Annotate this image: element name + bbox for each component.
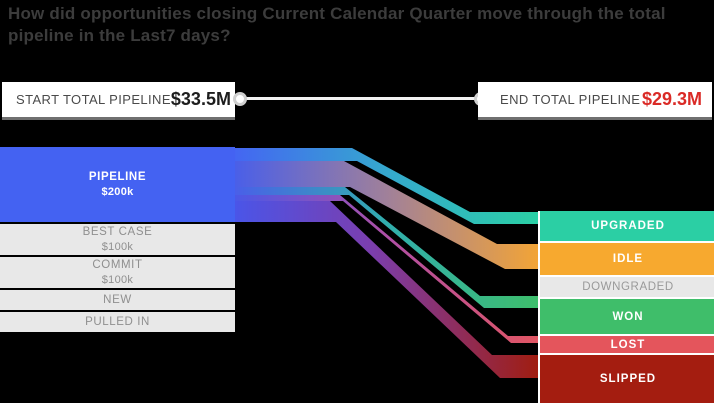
- node-best-case[interactable]: BEST CASE $100k: [0, 224, 235, 255]
- node-pipeline[interactable]: PIPELINE $200k: [0, 147, 235, 222]
- end-card-value: $29.3M: [641, 89, 702, 109]
- flow-pipeline-to-slipped[interactable]: [235, 201, 538, 378]
- node-downgraded[interactable]: DOWNGRADED: [540, 277, 714, 297]
- node-pipeline-label: PIPELINE: [88, 171, 147, 183]
- node-pulled-in-label: PULLED IN: [85, 316, 150, 328]
- start-total-pipeline-card: START TOTAL PIPELINE $33.5M: [2, 82, 235, 117]
- start-card-value: $33.5M: [170, 89, 231, 109]
- node-slipped[interactable]: SLIPPED: [540, 355, 714, 403]
- end-card-label: END TOTAL PIPELINE: [500, 92, 641, 107]
- flow-pipeline-to-idle[interactable]: [235, 161, 538, 269]
- node-commit[interactable]: COMMIT $100k: [0, 257, 235, 288]
- pipeline-connector-line: [240, 97, 478, 100]
- node-pulled-in[interactable]: PULLED IN: [0, 312, 235, 332]
- node-idle[interactable]: IDLE: [540, 243, 714, 275]
- connector-start-ring-icon: [233, 92, 247, 106]
- node-lost[interactable]: LOST: [540, 336, 714, 353]
- chart-title: How did opportunities closing Current Ca…: [8, 4, 666, 45]
- node-new-label: NEW: [103, 294, 132, 306]
- node-new[interactable]: NEW: [0, 290, 235, 310]
- node-best-case-value: $100k: [101, 241, 134, 253]
- flow-pipeline-to-upgraded[interactable]: [235, 148, 538, 224]
- end-total-pipeline-card: END TOTAL PIPELINE $29.3M: [478, 82, 712, 117]
- node-commit-label: COMMIT: [92, 259, 143, 271]
- node-won[interactable]: WON: [540, 299, 714, 334]
- node-commit-value: $100k: [101, 274, 134, 286]
- target-node-stack: UPGRADED IDLE DOWNGRADED WON LOST SLIPPE…: [538, 211, 714, 403]
- node-pipeline-value: $200k: [101, 186, 134, 198]
- start-card-label: START TOTAL PIPELINE: [16, 92, 171, 107]
- node-upgraded[interactable]: UPGRADED: [540, 211, 714, 241]
- node-best-case-label: BEST CASE: [82, 226, 153, 238]
